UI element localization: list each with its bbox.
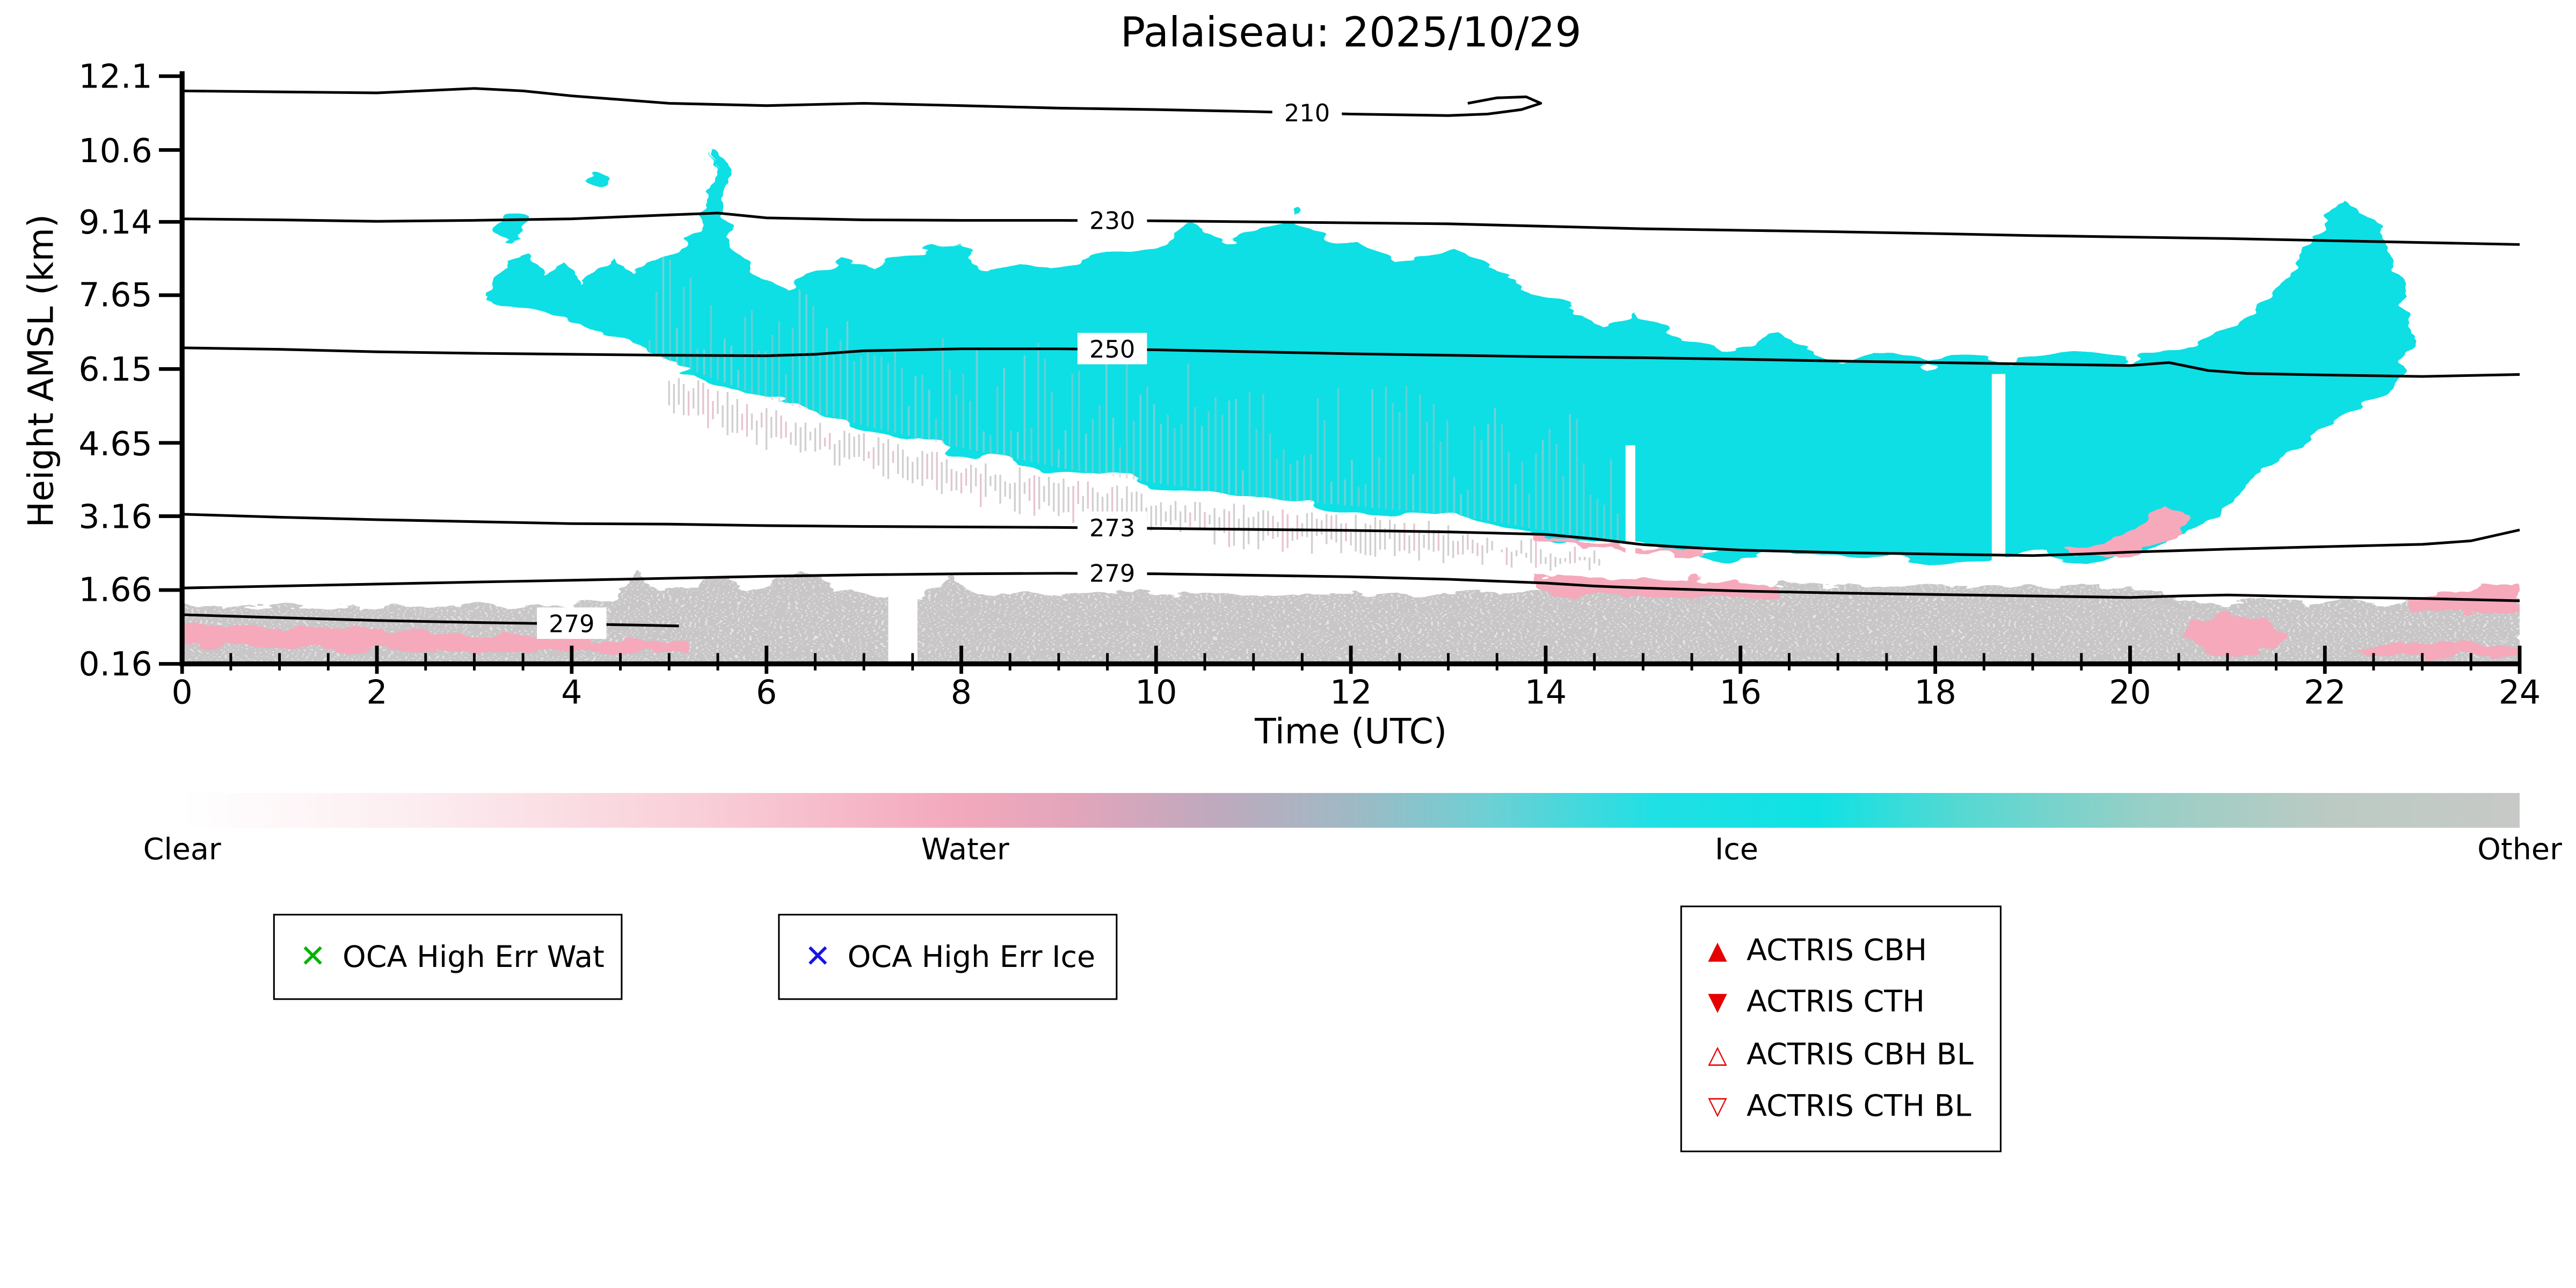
y-tick-label: 0.16: [78, 644, 152, 684]
contour-label: 210: [1284, 99, 1330, 127]
legend-oca-high-err-wat: ✕ OCA High Err Wat: [273, 914, 623, 1000]
x-marker-blue-icon: ✕: [804, 937, 831, 974]
x-tick-label: 4: [561, 672, 583, 712]
water-region: [182, 504, 2520, 658]
axes: [159, 71, 2522, 674]
isotherm-contours: 210 230 250 273 279 279: [182, 87, 2520, 639]
x-tick-label: 6: [756, 672, 777, 712]
colorbar-label-other: Other: [2477, 833, 2562, 868]
contour-label: 273: [1089, 514, 1135, 542]
clear-gaps: [888, 374, 2006, 664]
y-tick-label: 6.15: [78, 349, 152, 389]
colorbar-label-water: Water: [921, 833, 1009, 868]
legend-item-actris-cbh-bl: △ ACTRIS CBH BL: [1704, 1037, 2000, 1072]
legend-item-label: ACTRIS CBH BL: [1747, 1037, 1974, 1072]
x-marker-green-icon: ✕: [300, 937, 326, 974]
x-tick-label: 22: [2303, 672, 2346, 712]
x-tick-label: 10: [1135, 672, 1177, 712]
cloud-mask-layers: [182, 155, 2520, 664]
legend-item-label: ACTRIS CBH: [1747, 934, 1927, 969]
cloud-texture: [649, 254, 1619, 542]
y-tick-label: 12.1: [78, 56, 152, 96]
x-tick-label: 8: [950, 672, 972, 712]
legend-actris: ▲ ACTRIS CBH ▼ ACTRIS CTH △ ACTRIS CBH BL ▽ ACT…: [1680, 905, 2002, 1153]
x-tick-label: 18: [1914, 672, 1956, 712]
x-tick-label: 12: [1329, 672, 1372, 712]
x-tick-label: 16: [1719, 672, 1762, 712]
triangle-down-open-icon: ▽: [1708, 1090, 1727, 1120]
y-tick-label: 4.65: [78, 423, 152, 463]
x-tick-label: 14: [1524, 672, 1567, 712]
y-tick-label: 3.16: [78, 496, 152, 536]
legend-item-label: ACTRIS CTH BL: [1747, 1089, 1971, 1124]
y-tick-label: 7.65: [78, 275, 152, 315]
colorbar-label-clear: Clear: [143, 833, 221, 868]
x-axis-label: Time (UTC): [1255, 711, 1447, 752]
legend-item-label: ACTRIS CTH: [1747, 985, 1925, 1021]
legend-item-actris-cth: ▼ ACTRIS CTH: [1704, 986, 2000, 1021]
legend-oca-high-err-ice: ✕ OCA High Err Ice: [778, 914, 1118, 1000]
chart-title: Palaiseau: 2025/10/29: [1120, 8, 1582, 56]
y-tick-label: 1.66: [78, 570, 152, 610]
x-tick-label: 20: [2109, 672, 2151, 712]
contour-label: 250: [1089, 335, 1135, 363]
legend-item-actris-cbh: ▲ ACTRIS CBH: [1704, 934, 2000, 969]
legend-oca-wat-label: OCA High Err Wat: [343, 939, 605, 974]
legend-oca-ice-label: OCA High Err Ice: [847, 939, 1096, 974]
y-tick-label: 9.14: [78, 202, 152, 242]
y-axis-label: Height AMSL (km): [21, 214, 62, 528]
colorbar: [182, 792, 2520, 828]
contour-label: 279: [1089, 559, 1135, 588]
triangle-down-filled-icon: ▼: [1708, 987, 1727, 1017]
y-tick-label: 10.6: [78, 130, 152, 170]
virga-streaks: [668, 378, 1600, 571]
triangle-up-open-icon: △: [1708, 1039, 1727, 1069]
x-tick-label: 0: [171, 672, 193, 712]
x-tick-label: 24: [2498, 672, 2541, 712]
legend-item-actris-cth-bl: ▽ ACTRIS CTH BL: [1704, 1089, 2000, 1124]
colorbar-label-ice: Ice: [1714, 833, 1759, 868]
contour-label: 279: [549, 610, 594, 638]
x-tick-label: 2: [366, 672, 388, 712]
contour-label: 230: [1089, 206, 1135, 235]
triangle-up-filled-icon: ▲: [1708, 935, 1727, 966]
plot-area: 210 230 250 273 279 279: [159, 71, 2522, 674]
ice-cloud-region: [489, 155, 2413, 559]
